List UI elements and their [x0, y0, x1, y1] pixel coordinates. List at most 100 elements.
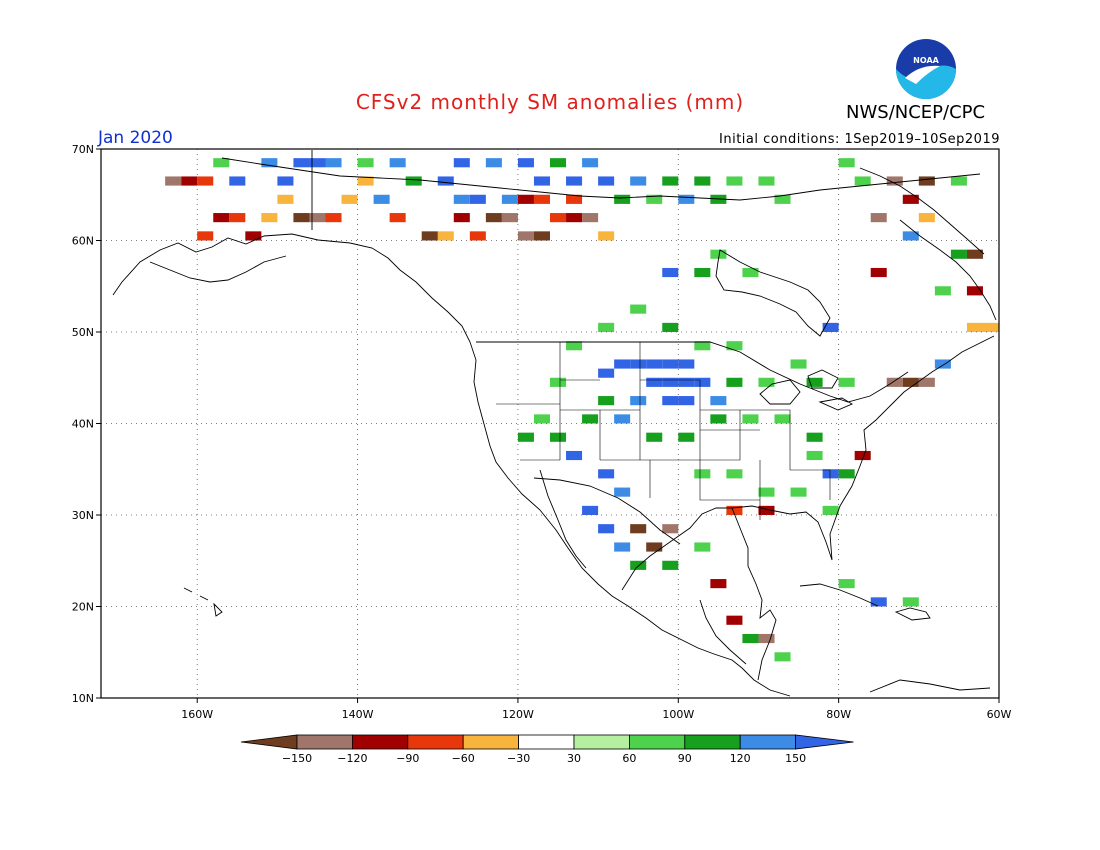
anomaly-cell	[630, 524, 647, 534]
coastlines	[112, 150, 997, 697]
anomaly-cell	[614, 414, 631, 424]
anomaly-cell	[902, 377, 919, 387]
anomaly-cell	[646, 432, 663, 442]
anomaly-cell	[822, 322, 839, 332]
coast-yucatan	[731, 507, 777, 681]
anomaly-cell	[758, 487, 775, 497]
anomaly-cell	[662, 560, 679, 570]
anomaly-cell	[630, 176, 647, 186]
anomaly-cell	[694, 469, 711, 479]
anomaly-cell	[614, 487, 631, 497]
anomaly-cell	[437, 176, 454, 186]
colorbar-segment	[351, 734, 409, 750]
anomaly-cell	[533, 414, 550, 424]
anomaly-cell	[726, 505, 743, 515]
colorbar-segment	[795, 734, 854, 750]
colorbar-segment	[462, 734, 520, 750]
anomaly-cell	[630, 396, 647, 406]
anomaly-cell	[293, 213, 310, 223]
anomaly-cell	[598, 396, 615, 406]
anomaly-cell	[197, 176, 214, 186]
colorbar-label: −60	[452, 752, 475, 765]
anomaly-cell	[309, 213, 326, 223]
anomaly-cell	[533, 176, 550, 186]
colorbar-segment	[739, 734, 797, 750]
anomaly-cell	[614, 542, 631, 552]
anomaly-cell	[582, 414, 599, 424]
anomaly-cells-layer	[165, 158, 999, 662]
colorbar-label: 150	[785, 752, 806, 765]
anomaly-cell	[918, 176, 935, 186]
anomaly-cell	[790, 359, 807, 369]
colorbar-segment	[684, 734, 741, 750]
anomaly-cell	[533, 194, 550, 204]
anomaly-cell	[870, 597, 887, 607]
colorbar: −150 −120 −90 −60 −30 30 60 90 120 150	[240, 734, 854, 765]
anomaly-cell	[662, 524, 679, 534]
anomaly-cell	[886, 176, 903, 186]
anomaly-cell	[566, 213, 583, 223]
anomaly-cell	[598, 231, 615, 241]
anomaly-cell	[774, 652, 791, 662]
anomaly-cell	[165, 176, 182, 186]
anomaly-cell	[838, 579, 855, 589]
anomaly-cell	[213, 213, 230, 223]
anomaly-cell	[582, 505, 599, 515]
anomaly-cell	[197, 231, 214, 241]
anomaly-cell	[870, 267, 887, 278]
map-title: CFSv2 monthly SM anomalies (mm)	[355, 90, 745, 114]
anomaly-cell	[517, 432, 534, 442]
anomaly-cell	[838, 469, 855, 479]
lat-tick-label: 40N	[72, 418, 94, 431]
anomaly-cell	[469, 194, 486, 204]
anomaly-cell	[726, 469, 743, 479]
anomaly-cell	[694, 176, 711, 186]
anomaly-cell	[950, 176, 967, 186]
anomaly-cell	[950, 249, 967, 259]
anomaly-cell	[293, 158, 310, 168]
anomaly-cell	[277, 194, 294, 204]
initial-conditions-label: Initial conditions: 1Sep2019–10Sep2019	[719, 132, 1000, 147]
anomaly-cell	[902, 231, 919, 241]
lon-tick-label: 140W	[342, 708, 374, 721]
anomaly-cell	[357, 176, 374, 186]
coast-alaska-south	[149, 255, 287, 283]
anomaly-cell	[678, 194, 695, 204]
anomaly-cell	[389, 158, 406, 168]
anomaly-cell	[245, 231, 262, 241]
anomaly-cell	[726, 377, 743, 387]
coast-greenland	[859, 167, 985, 255]
anomaly-cell	[550, 432, 567, 442]
anomaly-cell	[566, 194, 583, 204]
anomaly-cell	[630, 304, 647, 314]
anomaly-cell	[726, 341, 743, 351]
anomaly-cell	[598, 176, 615, 186]
coast-labrador	[899, 219, 997, 321]
colorbar-label: −30	[507, 752, 530, 765]
anomaly-cell	[614, 359, 631, 369]
anomaly-cell	[437, 231, 454, 241]
anomaly-cell	[325, 213, 342, 223]
anomaly-cell	[566, 176, 583, 186]
anomaly-cell	[758, 377, 775, 387]
anomaly-cell	[662, 396, 679, 406]
anomaly-cell	[485, 213, 502, 223]
anomaly-cell	[229, 213, 246, 223]
border-us-mexico	[533, 477, 681, 545]
anomaly-cell	[694, 542, 711, 552]
anomaly-cell	[261, 158, 278, 168]
anomaly-cell	[822, 505, 839, 515]
anomaly-cell	[277, 176, 294, 186]
anomaly-cell	[678, 432, 695, 442]
great-lakes	[759, 369, 853, 411]
anomaly-cell	[614, 194, 631, 204]
colorbar-label: 120	[730, 752, 751, 765]
latitude-labels: 10N 20N 30N 40N 50N 60N 70N	[72, 143, 101, 705]
anomaly-cell	[453, 194, 470, 204]
anomaly-cell	[902, 597, 919, 607]
anomaly-cell	[710, 579, 727, 589]
anomaly-cell	[501, 194, 518, 204]
anomaly-cell	[325, 158, 342, 168]
anomaly-cell	[838, 377, 855, 387]
anomaly-cell	[598, 368, 615, 378]
